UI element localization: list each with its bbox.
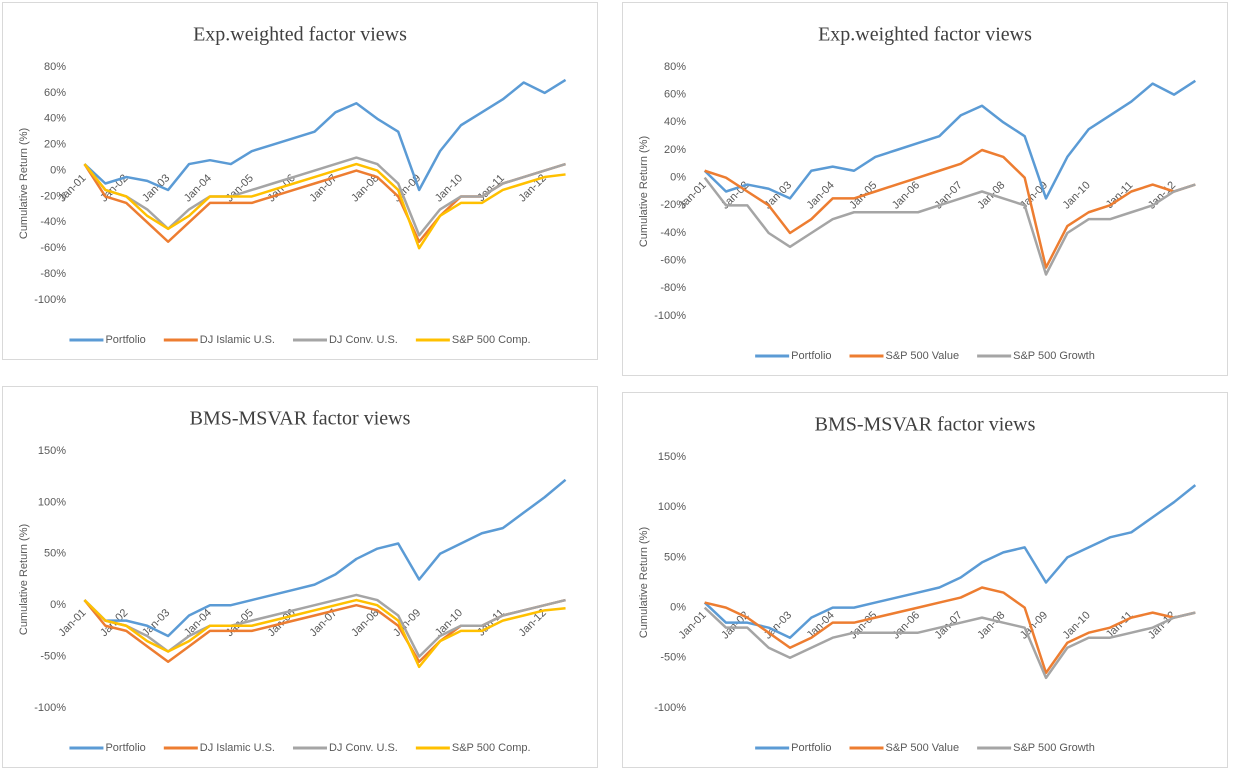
y-tick-label: -100% xyxy=(34,702,66,714)
legend-label: DJ Islamic U.S. xyxy=(200,742,275,754)
y-axis-label: Cumulative Return (%) xyxy=(638,527,650,638)
y-tick-label: 60% xyxy=(44,87,66,99)
y-axis-label: Cumulative Return (%) xyxy=(638,136,650,247)
y-tick-label: 100% xyxy=(38,496,66,508)
series-line xyxy=(703,79,1197,200)
chart-title: Exp.weighted factor views xyxy=(193,24,407,46)
y-tick-label: -20% xyxy=(40,190,66,202)
y-tick-label: -80% xyxy=(660,282,686,294)
y-tick-label: -40% xyxy=(660,227,686,239)
y-tick-label: -60% xyxy=(40,242,66,254)
y-tick-label: 80% xyxy=(664,61,686,73)
y-tick-label: -100% xyxy=(34,294,66,306)
chart-title: BMS-MSVAR factor views xyxy=(815,414,1036,436)
legend: Portfolio DJ Islamic U.S. DJ Conv. U.S. S&P… xyxy=(69,334,531,346)
y-tick-label: -50% xyxy=(660,652,686,664)
series-line xyxy=(83,478,567,638)
legend-label: Portfolio xyxy=(791,350,831,362)
legend-label: DJ Islamic U.S. xyxy=(200,334,275,346)
y-tick-label: 20% xyxy=(44,139,66,151)
panel-border xyxy=(2,386,598,768)
chart-title: Exp.weighted factor views xyxy=(818,24,1032,46)
legend-label: S&P 500 Growth xyxy=(1013,742,1095,754)
y-tick-label: 150% xyxy=(658,451,686,463)
legend-label: S&P 500 Comp. xyxy=(452,742,531,754)
y-tick-label: 50% xyxy=(44,548,66,560)
legend-label: S&P 500 Comp. xyxy=(452,334,531,346)
y-axis-label: Cumulative Return (%) xyxy=(18,128,30,239)
y-tick-label: -100% xyxy=(654,310,686,322)
y-tick-label: 150% xyxy=(38,445,66,457)
series-line xyxy=(83,598,566,669)
y-tick-label: 100% xyxy=(658,501,686,513)
y-tick-label: 60% xyxy=(664,89,686,101)
y-axis-label: Cumulative Return (%) xyxy=(18,524,30,635)
y-tick-label: -40% xyxy=(40,216,66,228)
y-tick-label: 50% xyxy=(664,551,686,563)
y-tick-label: 0% xyxy=(50,164,66,176)
legend-label: Portfolio xyxy=(791,742,831,754)
series-line xyxy=(703,484,1197,639)
chart-panel: BMS-MSVAR factor views Cumulative Return … xyxy=(622,392,1228,768)
y-tick-label: -80% xyxy=(40,268,66,280)
legend: Portfolio DJ Islamic U.S. DJ Conv. U.S. S&P… xyxy=(69,742,531,754)
legend-label: DJ Conv. U.S. xyxy=(329,742,398,754)
chart-panel: Exp.weighted factor views Cumulative Retu… xyxy=(622,2,1228,376)
chart-panel: BMS-MSVAR factor views Cumulative Return … xyxy=(2,386,598,768)
series-line xyxy=(83,78,567,192)
legend-label: Portfolio xyxy=(105,334,145,346)
legend-label: Portfolio xyxy=(105,742,145,754)
chart-title: BMS-MSVAR factor views xyxy=(190,408,411,430)
y-tick-label: -100% xyxy=(654,702,686,714)
y-tick-label: 20% xyxy=(664,144,686,156)
series-line xyxy=(704,586,1196,675)
panel-border xyxy=(622,392,1228,768)
y-tick-label: -20% xyxy=(660,199,686,211)
legend-label: S&P 500 Value xyxy=(886,742,960,754)
y-tick-label: 0% xyxy=(670,172,686,184)
series-line xyxy=(83,162,566,250)
y-tick-label: 40% xyxy=(44,113,66,125)
chart-panel: Exp.weighted factor views Cumulative Retu… xyxy=(2,2,598,360)
legend: Portfolio S&P 500 Value S&P 500 Growth xyxy=(755,742,1095,754)
legend: Portfolio S&P 500 Value S&P 500 Growth xyxy=(755,350,1095,362)
y-tick-label: 40% xyxy=(664,116,686,128)
legend-label: S&P 500 Growth xyxy=(1013,350,1095,362)
y-tick-label: -60% xyxy=(660,255,686,267)
legend-label: S&P 500 Value xyxy=(886,350,960,362)
series-line xyxy=(703,606,1196,680)
series-line xyxy=(704,148,1196,269)
y-tick-label: -50% xyxy=(40,651,66,663)
series-line xyxy=(703,176,1196,276)
y-tick-label: 80% xyxy=(44,61,66,73)
y-tick-label: 0% xyxy=(50,599,66,611)
y-tick-label: 0% xyxy=(670,602,686,614)
legend-label: DJ Conv. U.S. xyxy=(329,334,398,346)
